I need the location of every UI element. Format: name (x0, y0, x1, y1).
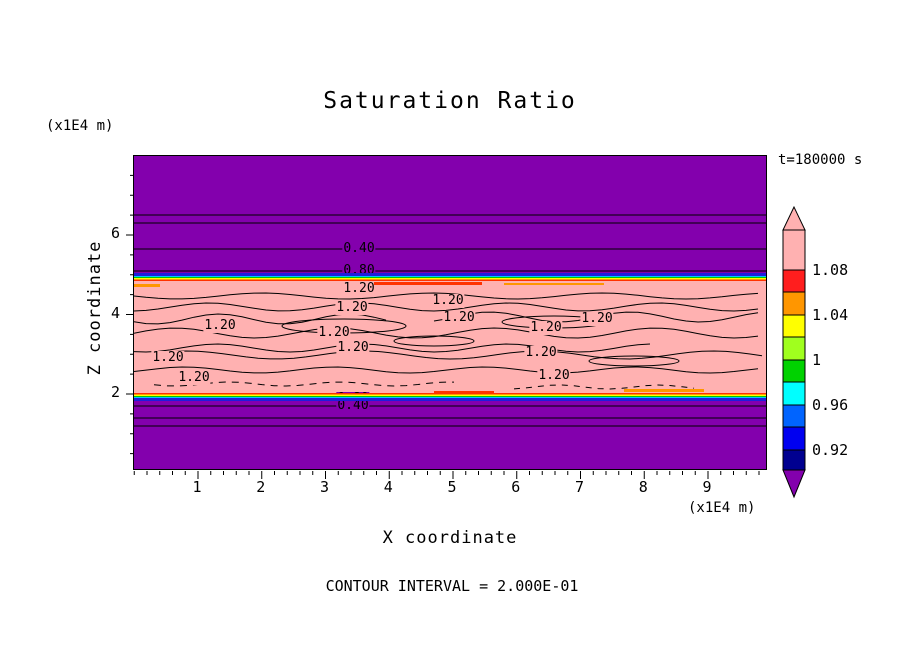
x-tick-label: 1 (192, 478, 202, 496)
x-tick-label: 9 (702, 478, 712, 496)
band-edge-strip (134, 395, 766, 396)
page-title: Saturation Ratio (323, 88, 577, 114)
contour-label: 1.20 (431, 293, 465, 308)
colorbar-label: 0.92 (812, 441, 849, 459)
x-tick-label: 7 (574, 478, 585, 496)
band-edge-strip (134, 277, 766, 278)
colorbar-label: 1 (812, 351, 822, 369)
contour-label: 0.40 (336, 398, 370, 413)
band-edge-strip (134, 396, 766, 397)
band-edge-strip (134, 394, 766, 395)
band-edge-strip (134, 273, 766, 276)
y-axis-label: Z coordinate (85, 240, 105, 376)
contour-label: 1.20 (177, 370, 211, 385)
plot-canvas: 0.40 0.80 1.20 1.20 1.20 1.20 1.20 1.20 1.20 1.20… (134, 156, 766, 469)
y-tick-label: 6 (110, 224, 120, 242)
contour-label: 1.20 (335, 300, 369, 315)
band-edge-mark (374, 282, 482, 285)
contour-label: 1.20 (342, 281, 376, 296)
x-tick-label: 4 (383, 478, 393, 496)
colorbar-label: 0.96 (812, 396, 849, 414)
y-axis-unit-label: (x1E4 m) (46, 118, 114, 134)
band-edge-strip (134, 276, 766, 277)
x-axis-unit-label: (x1E4 m) (688, 500, 756, 516)
contour-label: 1.20 (442, 310, 476, 325)
axis-ticks-layer (126, 174, 760, 479)
contour-label: 1.20 (529, 320, 563, 335)
x-tick-label: 8 (638, 478, 648, 496)
x-tick-label: 3 (319, 478, 330, 496)
colorbar-label: 1.08 (812, 261, 849, 279)
band-edge-mark (504, 283, 604, 285)
contour-label: 1.20 (524, 345, 558, 360)
band-edge-strip (134, 278, 766, 279)
plot-area: 0.40 0.80 1.20 1.20 1.20 1.20 1.20 1.20 1.20 1.20… (126, 155, 767, 479)
band-edge-strip (134, 398, 766, 401)
contour-label: 1.20 (580, 311, 614, 326)
band-edge-mark (134, 284, 160, 287)
x-tick-label: 2 (256, 478, 266, 496)
contour-label: 1.20 (537, 368, 571, 383)
y-tick-label: 2 (110, 383, 120, 401)
time-annotation: t=180000 s (778, 152, 863, 168)
band-edge-strip (134, 397, 766, 398)
band-edge-strip (134, 280, 766, 281)
contour-label: 1.20 (151, 350, 185, 365)
x-tick-label: 5 (447, 478, 457, 496)
contour-interval-label: CONTOUR INTERVAL = 2.000E-01 (325, 577, 579, 595)
band-edge-mark (434, 391, 494, 393)
colorbar (782, 205, 806, 499)
colorbar-label: 1.04 (812, 306, 849, 324)
contour-label: 0.40 (342, 241, 376, 256)
band-edge-mark (624, 389, 704, 392)
y-tick-label: 4 (110, 303, 120, 322)
contour-label: 1.20 (317, 325, 351, 340)
band-edge-strip (134, 279, 766, 280)
band-edge-strip (134, 393, 766, 394)
x-tick-label: 6 (511, 478, 521, 496)
contour-label: 1.20 (336, 340, 370, 355)
x-axis-label: X coordinate (382, 528, 518, 548)
contour-label: 1.20 (203, 318, 237, 333)
